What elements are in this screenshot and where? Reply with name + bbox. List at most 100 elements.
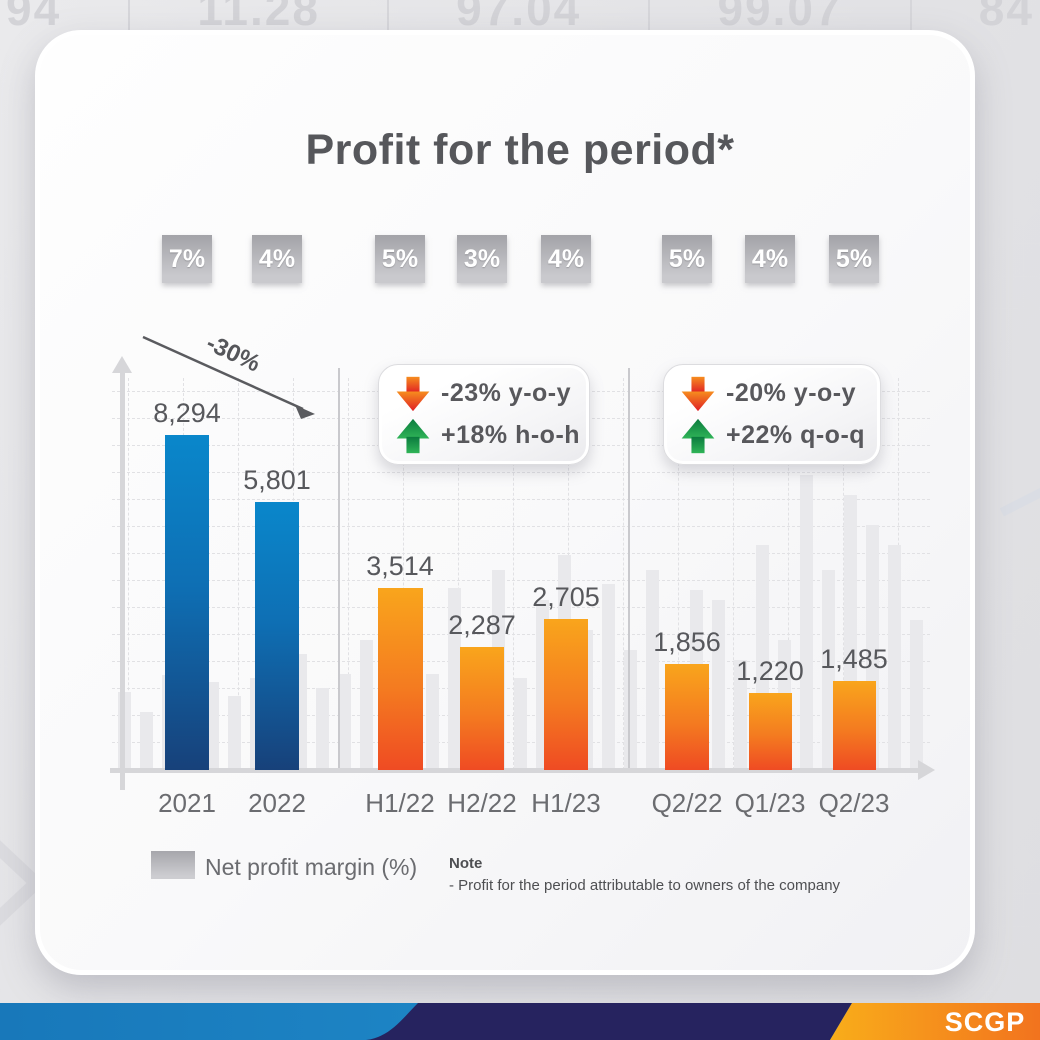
background-bar xyxy=(734,660,747,770)
y-axis xyxy=(120,372,125,790)
background-bar xyxy=(822,570,835,770)
gridline-horizontal xyxy=(112,472,930,473)
background-bar xyxy=(800,475,813,770)
bar-value-label: 8,294 xyxy=(153,398,221,428)
change-text: +18% h-o-h xyxy=(441,421,581,449)
margin-badge: 5% xyxy=(375,235,425,283)
change-row: +18% h-o-h xyxy=(395,416,589,456)
profit-bar xyxy=(748,693,792,770)
gridline-vertical xyxy=(623,378,624,770)
decline-arrow-icon xyxy=(142,335,315,419)
change-text: +22% q-o-q xyxy=(726,421,866,449)
watermark-number: 94 xyxy=(6,0,62,35)
gridline-horizontal xyxy=(112,526,930,527)
profit-bar xyxy=(665,664,709,770)
panel-divider xyxy=(628,368,630,770)
background-watermark-numbers: 94 11.28 97.04 99.07 84 xyxy=(0,0,1040,36)
x-axis-label: 2022 xyxy=(248,788,306,818)
gridline-vertical xyxy=(843,378,844,770)
background-bar xyxy=(712,600,725,770)
profit-bar xyxy=(165,435,209,770)
x-axis-label: Q2/23 xyxy=(818,788,890,818)
down-arrow-icon xyxy=(681,376,715,411)
gridline-horizontal xyxy=(112,580,930,581)
bar-value-label: 5,801 xyxy=(243,465,311,495)
gridline-vertical xyxy=(733,378,734,770)
profit-bar xyxy=(832,681,876,770)
x-axis-label: H1/22 xyxy=(365,788,435,818)
background-bar xyxy=(206,682,219,770)
footer-brand-strip: SCGP xyxy=(0,1003,1040,1040)
bar-value-label: 2,705 xyxy=(532,582,600,612)
profit-bar xyxy=(544,619,588,770)
background-bar xyxy=(910,620,923,770)
profit-bar xyxy=(460,647,504,770)
x-axis-label: 2021 xyxy=(158,788,216,818)
change-text: -20% y-o-y xyxy=(726,379,857,407)
background-bar xyxy=(888,545,901,770)
x-axis-arrow-icon xyxy=(918,760,935,780)
gridline-vertical xyxy=(678,378,679,770)
bar-value-label: 1,220 xyxy=(736,656,804,686)
y-axis-arrow-icon xyxy=(112,356,132,373)
watermark-divider xyxy=(387,0,390,31)
note-title: Note xyxy=(449,855,483,872)
margin-badge: 3% xyxy=(457,235,507,283)
note-body: - Profit for the period attributable to … xyxy=(449,877,841,894)
gridline-horizontal xyxy=(112,553,930,554)
background-bar xyxy=(228,696,241,770)
half-year-change-box: -23% y-o-y +18% h-o-h xyxy=(378,364,590,465)
gridline-vertical xyxy=(513,378,514,770)
watermark-number: 97.04 xyxy=(456,0,582,35)
gridline-vertical xyxy=(128,378,129,770)
background-bar xyxy=(514,678,527,770)
background-bar xyxy=(426,674,439,770)
gridline-horizontal xyxy=(112,499,930,500)
background-bar xyxy=(316,688,329,770)
gridline-vertical xyxy=(348,378,349,770)
footer-navy-segment xyxy=(366,1003,852,1040)
background-bar xyxy=(338,674,351,770)
x-axis-label: Q2/22 xyxy=(651,788,723,818)
bar-value-label: 2,287 xyxy=(448,610,516,640)
gridline-vertical xyxy=(403,378,404,770)
gridline-vertical xyxy=(788,378,789,770)
up-arrow-icon xyxy=(396,418,430,453)
x-axis-label: H1/23 xyxy=(531,788,601,818)
background-bar xyxy=(448,588,461,770)
margin-badge: 4% xyxy=(541,235,591,283)
background-bar xyxy=(646,570,659,770)
watermark-divider xyxy=(648,0,651,31)
background-bar xyxy=(624,650,637,770)
gridline-horizontal xyxy=(112,634,930,635)
change-row: -20% y-o-y xyxy=(680,374,880,414)
bar-value-label: 1,485 xyxy=(820,644,888,674)
x-axis-label: Q1/23 xyxy=(734,788,806,818)
x-axis-label: H2/22 xyxy=(447,788,517,818)
quarter-change-box: -20% y-o-y +22% q-o-q xyxy=(663,364,881,465)
panel-divider xyxy=(338,368,340,770)
down-arrow-icon xyxy=(396,376,430,411)
background-bar xyxy=(360,640,373,770)
margin-badge: 7% xyxy=(162,235,212,283)
change-text: -23% y-o-y xyxy=(441,379,572,407)
watermark-divider xyxy=(128,0,131,31)
gridline-horizontal xyxy=(112,661,930,662)
up-arrow-icon xyxy=(681,418,715,453)
page-title: Profit for the period* xyxy=(305,126,735,174)
margin-badge: 5% xyxy=(662,235,712,283)
bar-value-label: 3,514 xyxy=(366,551,434,581)
profit-bar xyxy=(255,502,299,770)
bar-value-label: 1,856 xyxy=(653,627,721,657)
legend-label: Net profit margin (%) xyxy=(205,854,418,880)
footer-orange-segment xyxy=(830,1003,1040,1040)
watermark-divider xyxy=(909,0,912,31)
diagonal-line-decoration xyxy=(999,476,1040,517)
x-axis xyxy=(110,768,920,773)
background-bar xyxy=(602,584,615,770)
watermark-number: 84 xyxy=(978,0,1034,35)
margin-badge: 4% xyxy=(252,235,302,283)
legend-swatch xyxy=(151,851,195,879)
background-bar xyxy=(140,712,153,770)
